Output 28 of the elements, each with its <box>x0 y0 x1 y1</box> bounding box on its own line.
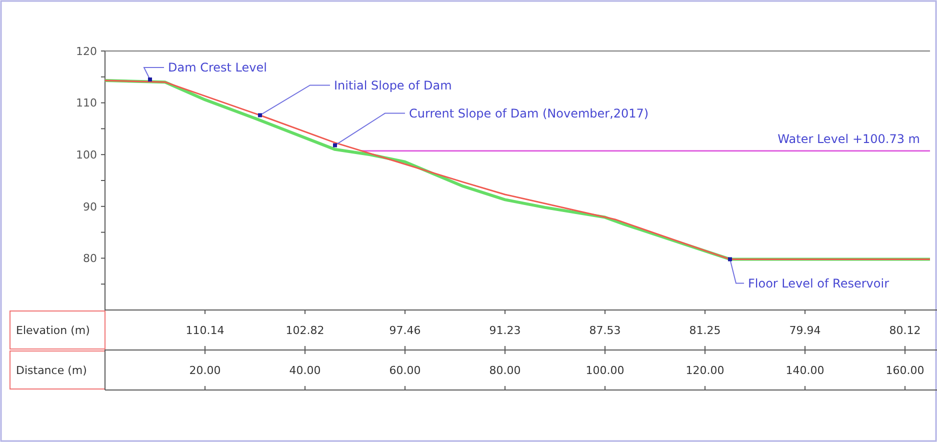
x-tick-label: 60.00 <box>389 364 421 377</box>
annotation: Current Slope of Dam (November,2017) <box>409 106 649 120</box>
text: 81.25 <box>689 324 721 337</box>
x-tick-label: 140.00 <box>786 364 824 377</box>
y-tick-label: 110 <box>76 96 97 110</box>
annotation: Initial Slope of Dam <box>334 78 452 92</box>
x-axis-title: Distance (m) <box>16 364 87 377</box>
y-tick-label: 120 <box>76 44 97 58</box>
x-tick-label: 40.00 <box>289 364 321 377</box>
ref-line-label: Water Level +100.73 m <box>778 132 920 146</box>
x-tick-label: 80.00 <box>489 364 521 377</box>
text: Elevation (m) <box>16 324 90 337</box>
y-tick-label: 90 <box>83 200 97 214</box>
x-tick-label: 120.00 <box>686 364 724 377</box>
x-tick-label: 160.00 <box>886 364 924 377</box>
x-tick-label: 20.00 <box>189 364 221 377</box>
y-tick-label: 80 <box>83 252 97 266</box>
text: 87.53 <box>589 324 621 337</box>
text: 79.94 <box>789 324 821 337</box>
annotation: Dam Crest Level <box>168 60 267 75</box>
annotation: Floor Level of Reservoir <box>748 276 890 290</box>
text: 97.46 <box>389 324 421 337</box>
text: 91.23 <box>489 324 521 337</box>
text: 110.14 <box>186 324 224 337</box>
text: 102.82 <box>286 324 324 337</box>
text: 80.12 <box>889 324 921 337</box>
x-tick-label: 100.00 <box>586 364 624 377</box>
y-tick-label: 100 <box>76 148 97 162</box>
